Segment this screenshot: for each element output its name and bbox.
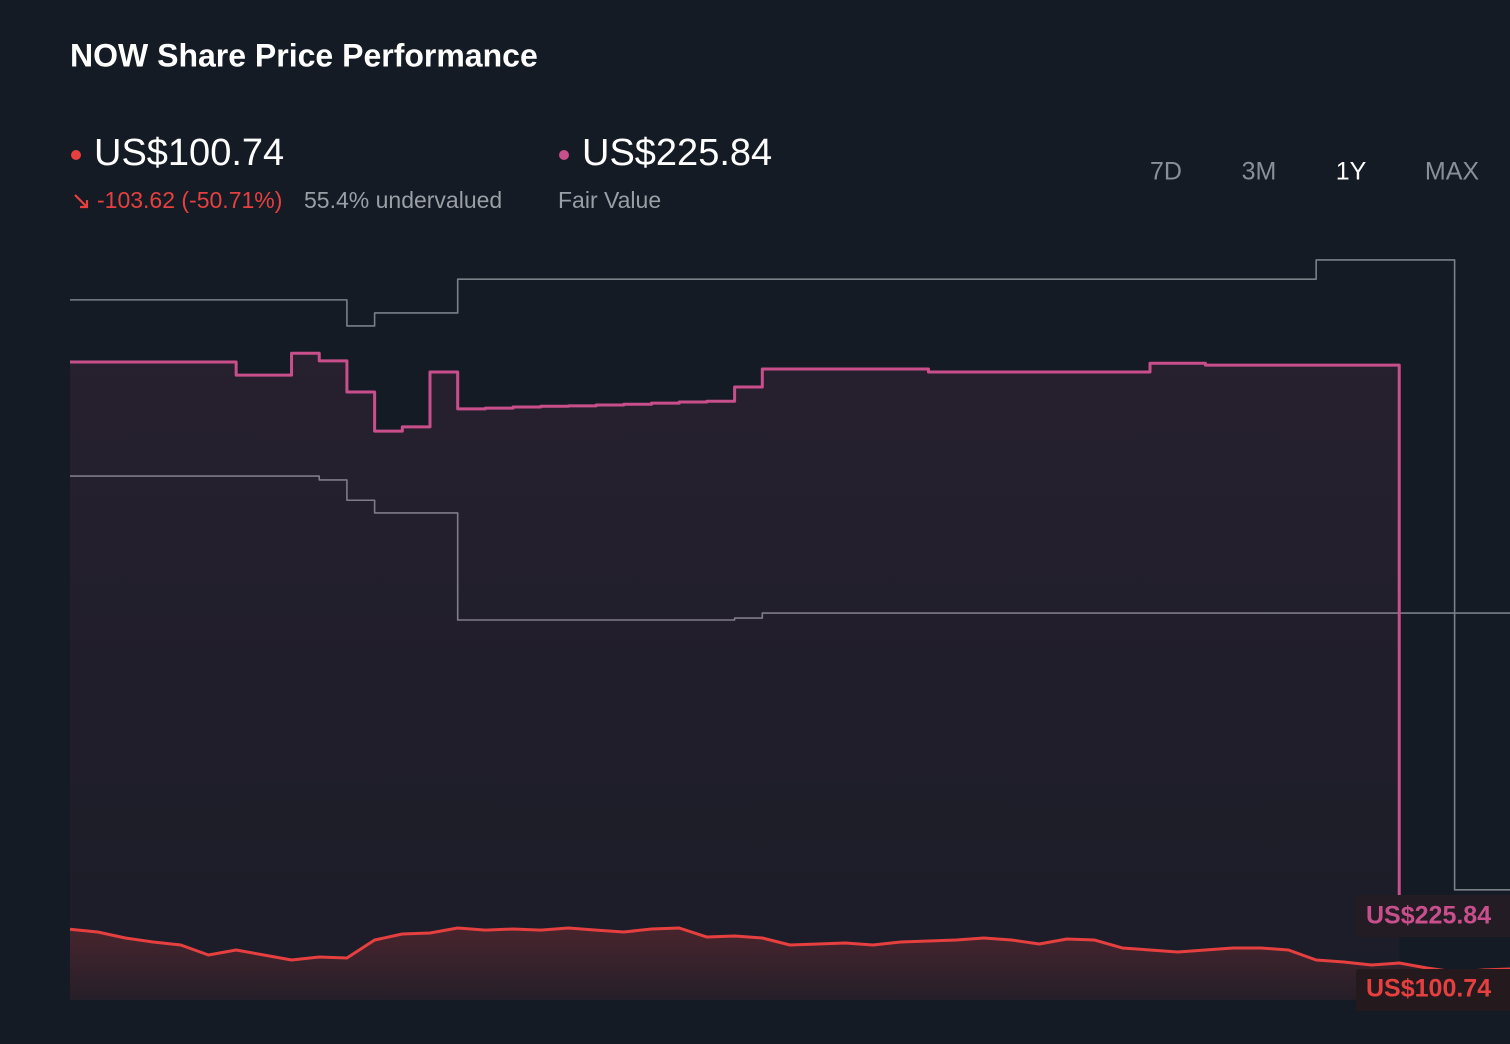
range-button[interactable]: 1Y — [1336, 158, 1367, 186]
price-tag-text: US$100.74 — [1366, 975, 1491, 1003]
down-arrow — [74, 194, 89, 209]
range-button[interactable]: 7D — [1150, 158, 1182, 186]
range-button[interactable]: 3M — [1242, 158, 1277, 186]
area — [70, 353, 1400, 1001]
price: US$100.74 — [94, 132, 284, 174]
plot — [69, 259, 1510, 1001]
undervalued: 55.4% undervalued — [304, 187, 502, 213]
area — [70, 927, 1510, 1000]
line — [69, 926, 1510, 974]
fair-value-tag — [1356, 895, 1510, 937]
fair-value-tag-text: US$225.84 — [1366, 902, 1491, 930]
price-change: -103.62 (-50.71%) — [97, 187, 282, 213]
price-dot — [71, 150, 81, 160]
fair-value-dot — [559, 150, 569, 160]
fair-value-caption: Fair Value — [558, 187, 661, 213]
range-button[interactable]: MAX — [1425, 158, 1480, 186]
line — [70, 259, 1510, 891]
line — [70, 351, 1401, 921]
fair-value: US$225.84 — [582, 132, 772, 174]
chart-title: NOW Share Price Performance — [70, 37, 538, 73]
price-tag — [1356, 969, 1510, 1011]
